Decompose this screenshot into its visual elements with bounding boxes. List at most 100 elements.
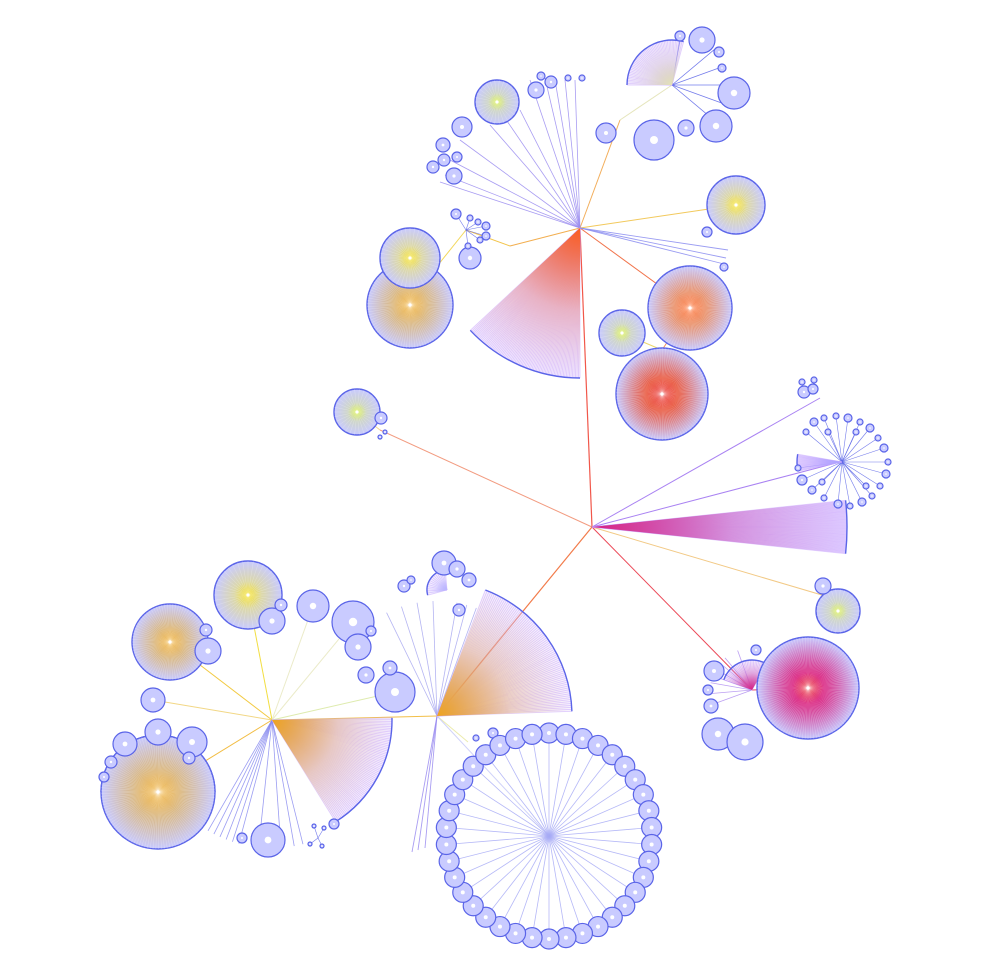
disc-spoke [599, 332, 623, 338]
disc-spoke [141, 791, 159, 847]
hub-node [734, 203, 738, 207]
disc-spoke [643, 351, 663, 395]
disc-spoke [367, 304, 411, 310]
disc-spoke [826, 591, 839, 612]
disc-spoke [496, 101, 519, 107]
leaf-center [452, 174, 456, 178]
disc-spoke [157, 735, 165, 793]
leaf-center [730, 89, 738, 97]
disc-spoke [621, 332, 641, 347]
disc-spoke [169, 618, 200, 643]
leaf-center [379, 416, 383, 420]
leaf-center [313, 825, 315, 827]
leaf-center [712, 669, 716, 673]
disc-spoke [837, 606, 860, 612]
disc-spoke [648, 302, 691, 309]
disc-spoke [807, 640, 828, 689]
disc-spoke [689, 277, 719, 309]
disc-spoke [759, 687, 809, 706]
leaf-center [823, 497, 825, 499]
leaf-center [109, 760, 113, 764]
disc-spoke [380, 304, 411, 337]
leaf-center [801, 479, 803, 481]
disc-spoke [614, 332, 623, 355]
disc-spoke [153, 607, 171, 643]
disc-spoke [169, 622, 203, 643]
leaf-center [885, 473, 887, 475]
disc-spoke [735, 176, 741, 206]
hub-node [156, 790, 160, 794]
tree-edge [823, 417, 843, 463]
disc-spoke [689, 307, 728, 328]
disc-spoke [409, 244, 437, 259]
tree-edge [152, 699, 273, 721]
disc-spoke [661, 374, 704, 395]
disc-spoke [247, 567, 269, 596]
disc-spoke [689, 307, 730, 323]
leaf-center [269, 618, 275, 624]
disc-spoke [113, 791, 159, 828]
disc-spoke [783, 643, 809, 689]
leaf-center [802, 390, 806, 394]
disc-spoke [807, 687, 859, 694]
tree-edge [509, 227, 581, 247]
disc-spoke [655, 307, 691, 333]
disc-spoke [111, 758, 159, 793]
disc-spoke [144, 791, 159, 848]
disc-spoke [621, 332, 634, 354]
disc-spoke [780, 644, 809, 689]
disc-spoke [758, 673, 809, 689]
disc-spoke [718, 181, 737, 206]
disc-spoke [763, 663, 809, 689]
disc-spoke [117, 751, 159, 793]
disc-spoke [157, 788, 215, 793]
tree-edge [485, 835, 550, 918]
disc-spoke [835, 610, 839, 633]
disc-spoke [169, 641, 194, 672]
disc-spoke [101, 791, 159, 794]
disc-spoke [807, 687, 814, 739]
disc-spoke [247, 579, 279, 596]
disc-spoke [169, 607, 187, 643]
disc-spoke [409, 304, 436, 340]
disc-spoke [796, 687, 809, 738]
disc-spoke [618, 393, 663, 410]
disc-spoke [367, 304, 411, 307]
disc-spoke [101, 784, 159, 793]
disc-spoke [356, 411, 376, 426]
disc-spoke [619, 310, 623, 334]
disc-spoke [341, 394, 358, 413]
disc-spoke [631, 393, 663, 429]
leaf-center [530, 935, 535, 940]
disc-spoke [686, 266, 691, 309]
disc-spoke [689, 269, 707, 309]
leaf-center [471, 764, 476, 769]
disc-spoke [101, 791, 159, 803]
leaf-center [452, 792, 457, 797]
disc-spoke [345, 411, 358, 433]
disc-spoke [793, 687, 809, 738]
disc-spoke [157, 791, 213, 810]
disc-spoke [335, 402, 358, 413]
disc-spoke [778, 687, 809, 730]
disc-spoke [649, 296, 691, 309]
disc-spoke [757, 679, 809, 689]
disc-spoke [771, 687, 809, 725]
leaf-center [797, 467, 799, 469]
disc-spoke [409, 233, 428, 259]
disc-spoke [681, 266, 691, 309]
disc-spoke [232, 564, 249, 596]
disc-spoke [807, 687, 852, 716]
leaf-center [348, 617, 358, 627]
disc-spoke [826, 610, 839, 631]
disc-spoke [409, 293, 452, 306]
disc-spoke [807, 682, 859, 689]
tree-edge [515, 738, 550, 837]
tree-edge [548, 835, 652, 845]
tree-edge [548, 779, 636, 837]
disc-spoke [380, 257, 411, 263]
leaf-center [812, 388, 814, 390]
disc-spoke [689, 307, 694, 350]
tree-edge [841, 461, 863, 503]
tree-edge [225, 719, 273, 840]
